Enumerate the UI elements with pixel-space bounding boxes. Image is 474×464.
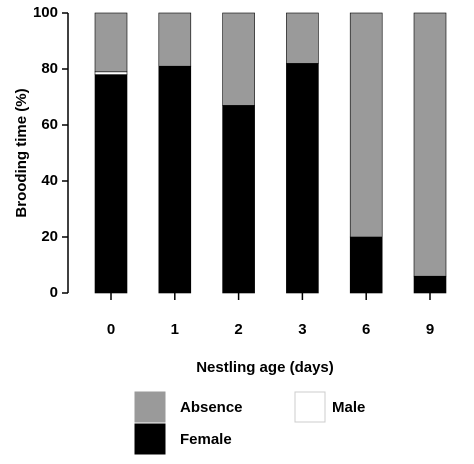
y-tick-label: 80 — [41, 60, 58, 77]
y-tick-label: 40 — [41, 172, 58, 189]
x-tick-label: 1 — [171, 321, 179, 338]
legend-swatch — [134, 423, 166, 455]
bar-segment — [158, 12, 192, 67]
bar-segment — [94, 74, 128, 294]
y-axis-label: Brooding time (%) — [13, 88, 30, 217]
legend-label: Absence — [180, 399, 243, 416]
bar-segment — [158, 65, 192, 294]
y-tick-label: 20 — [41, 228, 58, 245]
bar-segment — [94, 12, 128, 73]
bar-segment — [413, 12, 447, 277]
y-tick-label: 100 — [33, 4, 58, 21]
legend-swatch — [294, 391, 326, 423]
x-axis-label: Nestling age (days) — [196, 359, 334, 376]
x-tick-label: 2 — [234, 321, 242, 338]
bar-segment — [222, 105, 255, 294]
bar-segment — [94, 71, 128, 75]
x-tick-label: 0 — [107, 321, 115, 338]
legend-label: Female — [180, 431, 232, 448]
y-tick-label: 0 — [50, 284, 58, 301]
bar-segment — [349, 236, 383, 294]
bar-segment — [222, 12, 255, 106]
y-tick-label: 60 — [41, 116, 58, 133]
legend-swatch — [134, 391, 166, 423]
bar-segment — [413, 275, 447, 294]
bar-segment — [286, 63, 319, 294]
x-tick-label: 6 — [362, 321, 370, 338]
x-tick-label: 9 — [426, 321, 434, 338]
x-tick-label: 3 — [298, 321, 306, 338]
bar-segment — [349, 12, 383, 238]
legend-label: Male — [332, 399, 365, 416]
bar-segment — [286, 12, 319, 64]
